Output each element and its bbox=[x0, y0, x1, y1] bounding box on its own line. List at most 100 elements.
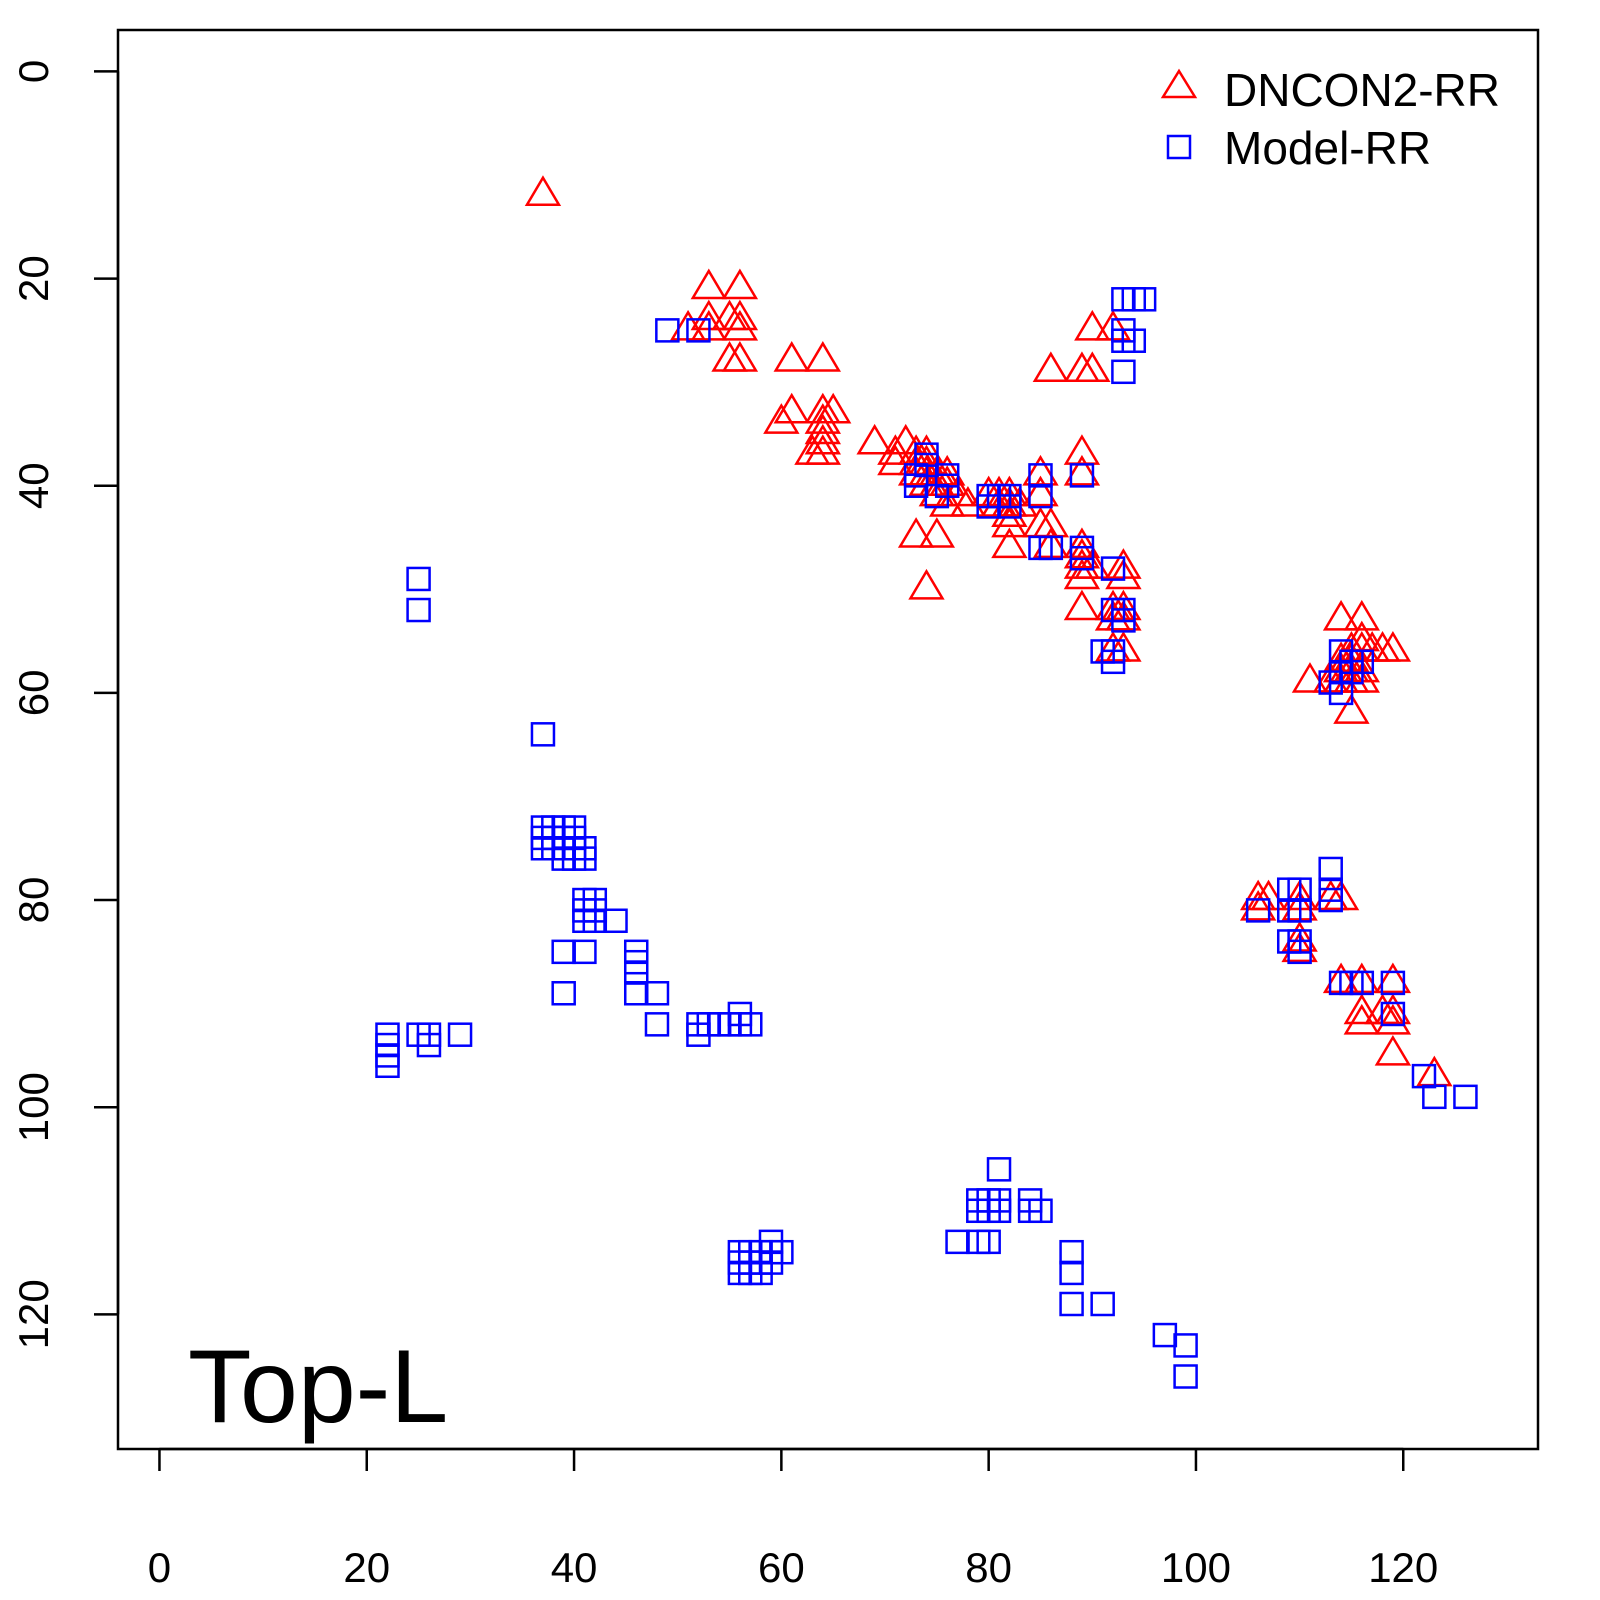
model-rr-point bbox=[1318, 856, 1343, 882]
dncon2-rr-point bbox=[1063, 527, 1101, 559]
y-tick-label: 80 bbox=[10, 877, 57, 924]
dncon2-rr-point bbox=[1291, 662, 1329, 693]
dncon2-rr-point bbox=[773, 340, 810, 372]
model-rr-point bbox=[1059, 1260, 1084, 1286]
model-rr-point bbox=[1028, 463, 1053, 488]
model-rr-point bbox=[1059, 1239, 1084, 1265]
model-rr-point bbox=[945, 1229, 970, 1255]
model-rr-point bbox=[1028, 1198, 1053, 1224]
y-tick-label: 20 bbox=[10, 255, 57, 302]
legend-label-model: Model-RR bbox=[1224, 122, 1431, 174]
model-rr-point bbox=[1100, 597, 1126, 623]
dncon2-rr-point bbox=[773, 392, 810, 424]
model-rr-point bbox=[1287, 939, 1312, 965]
dncon2-rr-point bbox=[991, 527, 1028, 559]
dncon2-rr-point bbox=[690, 268, 727, 300]
model-rr-point bbox=[582, 908, 608, 934]
model-rr-point bbox=[1121, 328, 1147, 353]
x-tick-label: 100 bbox=[1161, 1544, 1231, 1591]
model-rr-point bbox=[1380, 1001, 1406, 1027]
dncon2-rr-point bbox=[1322, 599, 1360, 631]
model-rr-point bbox=[1131, 287, 1157, 312]
y-tick-label: 0 bbox=[10, 60, 57, 83]
model-rr-point bbox=[1245, 898, 1271, 923]
model-rr-point bbox=[406, 566, 431, 592]
model-rr-point bbox=[1422, 1084, 1447, 1110]
dncon2-rr-point bbox=[721, 299, 759, 331]
dncon2-rr-point bbox=[1374, 631, 1412, 662]
model-rr-point bbox=[1287, 898, 1312, 923]
model-rr-point bbox=[1380, 970, 1406, 996]
legend-square-icon bbox=[1166, 134, 1192, 160]
dncon2-rr-point bbox=[721, 340, 759, 372]
model-rr-point bbox=[924, 483, 950, 509]
model-rr-point bbox=[1100, 649, 1126, 675]
model-rr-point bbox=[644, 1012, 670, 1037]
dncon2-rr-point bbox=[804, 403, 842, 434]
dncon2-rr-point bbox=[877, 434, 914, 465]
legend-label-dncon2: DNCON2-RR bbox=[1224, 64, 1500, 116]
dncon2-rr-point bbox=[1333, 693, 1370, 724]
dncon2-rr-point bbox=[918, 517, 956, 548]
dncon2-rr-point bbox=[1239, 889, 1277, 921]
model-rr-point bbox=[1328, 680, 1354, 706]
dncon2-rr-point bbox=[856, 423, 893, 455]
model-rr-point bbox=[623, 981, 649, 1006]
dncon2-rr-point bbox=[1063, 351, 1101, 383]
dncon2-rr-point bbox=[1063, 558, 1101, 590]
dncon2-rr-point bbox=[1074, 309, 1111, 341]
y-tick-label: 60 bbox=[10, 670, 57, 717]
dncon2-rr-point bbox=[1105, 599, 1142, 631]
dncon2-rr-point bbox=[763, 403, 800, 434]
model-rr-point bbox=[1100, 556, 1126, 581]
dncon2-rr-point bbox=[1343, 599, 1380, 631]
x-tick-label: 40 bbox=[551, 1544, 598, 1591]
dncon2-rr-point bbox=[1074, 351, 1111, 383]
model-rr-point bbox=[375, 1053, 400, 1079]
dncon2-rr-point bbox=[1374, 1003, 1412, 1035]
model-rr-point bbox=[416, 1032, 442, 1058]
model-rr-point bbox=[406, 597, 431, 623]
dncon2-rr-point bbox=[804, 434, 842, 465]
dncon2-rr-point bbox=[929, 486, 966, 517]
model-rr-point bbox=[1349, 649, 1375, 675]
dncon2-rr-point bbox=[1374, 962, 1412, 994]
dncon2-rr-point bbox=[1063, 454, 1101, 486]
y-tick-label: 40 bbox=[10, 462, 57, 509]
model-rr-point bbox=[1028, 483, 1053, 509]
x-tick-label: 80 bbox=[965, 1544, 1012, 1591]
model-rr-point bbox=[1069, 463, 1095, 488]
dncon2-rr-point bbox=[1281, 931, 1318, 963]
model-rr-point bbox=[572, 939, 597, 965]
model-rr-point bbox=[572, 836, 597, 861]
model-rr-point bbox=[986, 1198, 1012, 1224]
model-rr-point bbox=[603, 908, 628, 934]
model-rr-point bbox=[1453, 1084, 1478, 1110]
dncon2-rr-point bbox=[908, 568, 945, 600]
model-rr-point bbox=[551, 981, 576, 1006]
model-rr-point bbox=[1152, 1322, 1178, 1348]
plot-frame bbox=[116, 28, 1540, 1451]
legend-triangle-icon bbox=[1160, 68, 1198, 99]
dncon2-rr-point bbox=[1105, 558, 1142, 590]
dncon2-rr-point bbox=[721, 309, 759, 341]
dncon2-rr-point bbox=[1374, 1034, 1412, 1066]
model-rr-point bbox=[986, 1157, 1012, 1182]
model-rr-point bbox=[1038, 535, 1064, 561]
model-rr-point bbox=[623, 960, 649, 985]
dncon2-rr-point bbox=[1032, 351, 1070, 383]
data-markers bbox=[375, 175, 1478, 1389]
x-axis: 0 20 40 60 80 100 120 bbox=[148, 1447, 1438, 1591]
x-tick-label: 20 bbox=[343, 1544, 390, 1591]
dncon2-rr-point bbox=[804, 423, 842, 455]
dncon2-rr-point bbox=[991, 496, 1028, 528]
dncon2-rr-point bbox=[991, 506, 1028, 538]
model-rr-point bbox=[530, 722, 556, 747]
model-rr-point bbox=[1069, 545, 1095, 571]
model-rr-point bbox=[1349, 970, 1375, 996]
model-rr-point bbox=[655, 318, 680, 343]
panel-label: Top-L bbox=[188, 1329, 448, 1445]
dncon2-rr-point bbox=[1374, 993, 1412, 1025]
x-tick-label: 60 bbox=[758, 1544, 805, 1591]
